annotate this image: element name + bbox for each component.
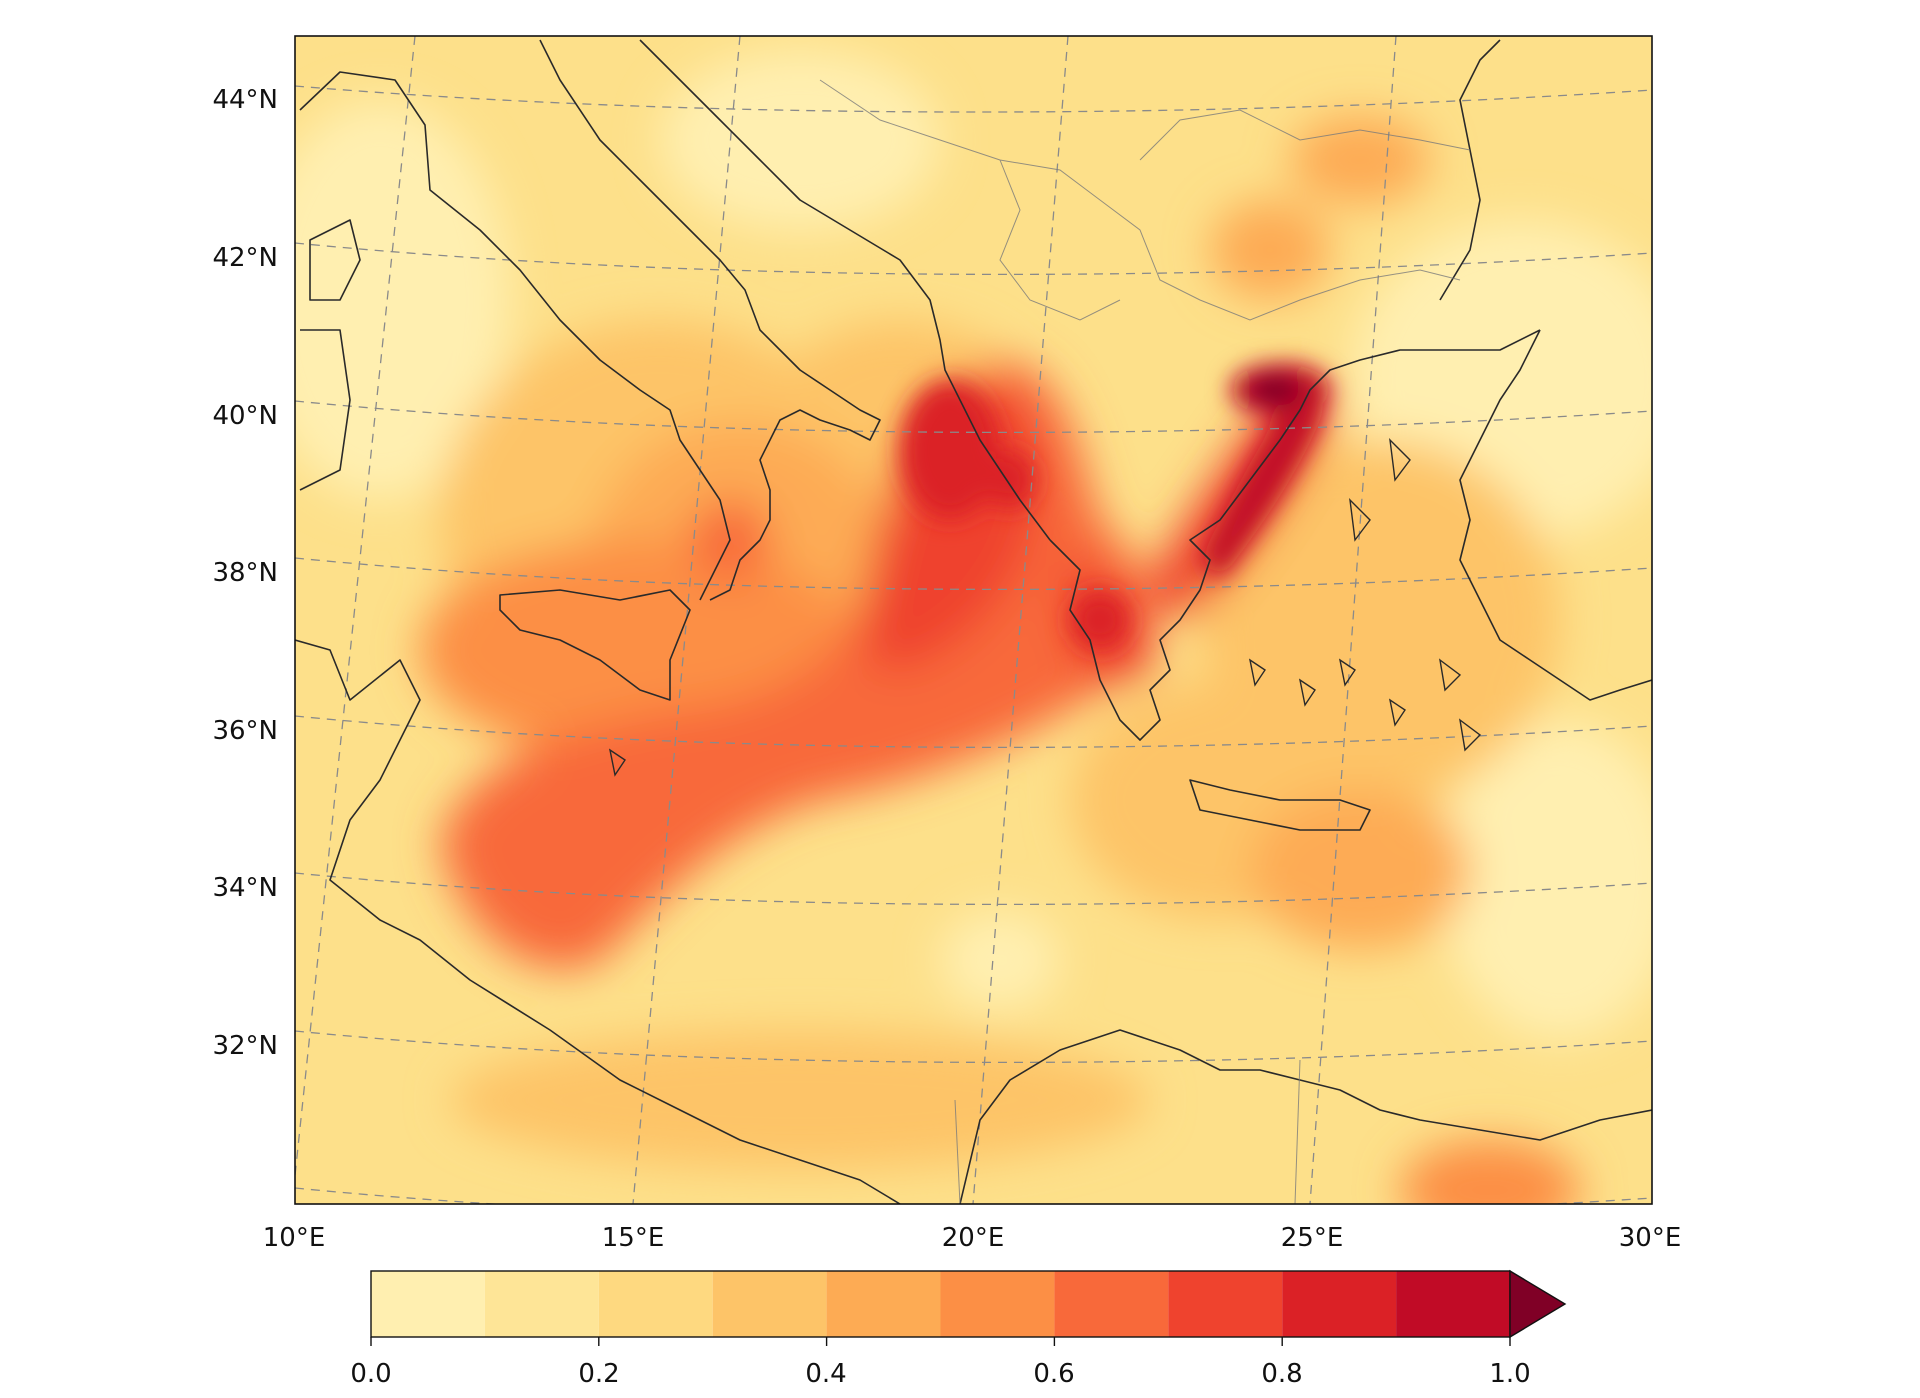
lat-label: 38°N — [212, 558, 278, 588]
colorbar-tick-label: 0.8 — [1261, 1359, 1302, 1389]
colorbar-extend-arrow — [1509, 1269, 1567, 1339]
lat-label: 40°N — [212, 401, 278, 431]
lat-label: 32°N — [212, 1031, 278, 1061]
colorbar-bin — [1168, 1271, 1283, 1337]
colorbar-bin — [826, 1271, 941, 1337]
colorbar-tick-label: 0.4 — [805, 1359, 846, 1389]
coastlines — [295, 39, 1652, 1204]
colorbar-bins — [370, 1270, 1511, 1338]
colorbar-bin — [1054, 1271, 1169, 1337]
colorbar: 0.0 0.2 0.4 0.6 0.8 1.0 — [350, 1269, 1567, 1389]
lon-axis: 10°E 15°E 20°E 25°E 30°E — [263, 1223, 1682, 1253]
colorbar-tick-label: 0.0 — [350, 1359, 391, 1389]
colorbar-bin — [1396, 1271, 1510, 1337]
colorbar-bin — [1282, 1271, 1397, 1337]
colorbar-tick-label: 0.2 — [578, 1359, 619, 1389]
colorbar-bin — [712, 1271, 827, 1337]
colorbar-tick-label: 0.6 — [1033, 1359, 1074, 1389]
colorbar-ticks — [370, 1337, 1511, 1346]
value-field-core — [900, 364, 1330, 650]
lat-label: 34°N — [212, 873, 278, 903]
lon-label: 10°E — [263, 1223, 326, 1253]
lon-label: 30°E — [1619, 1223, 1682, 1253]
colorbar-bin — [940, 1271, 1055, 1337]
lat-label: 36°N — [212, 716, 278, 746]
islands — [608, 438, 1482, 777]
lat-axis: 44°N 42°N 40°N 38°N 36°N 34°N 32°N — [212, 85, 278, 1061]
colorbar-bin — [598, 1271, 713, 1337]
colorbar-tick-label: 1.0 — [1489, 1359, 1530, 1389]
gridlines — [295, 36, 1652, 1204]
lon-label: 15°E — [602, 1223, 665, 1253]
lon-label: 25°E — [1281, 1223, 1344, 1253]
colorbar-bin — [371, 1271, 485, 1337]
lat-label: 44°N — [212, 85, 278, 115]
map-frame — [294, 35, 1653, 1205]
colorbar-bin — [484, 1271, 599, 1337]
borders — [819, 79, 1471, 1204]
map-area — [295, 36, 1652, 1204]
lon-label: 20°E — [942, 1223, 1005, 1253]
lat-label: 42°N — [212, 243, 278, 273]
